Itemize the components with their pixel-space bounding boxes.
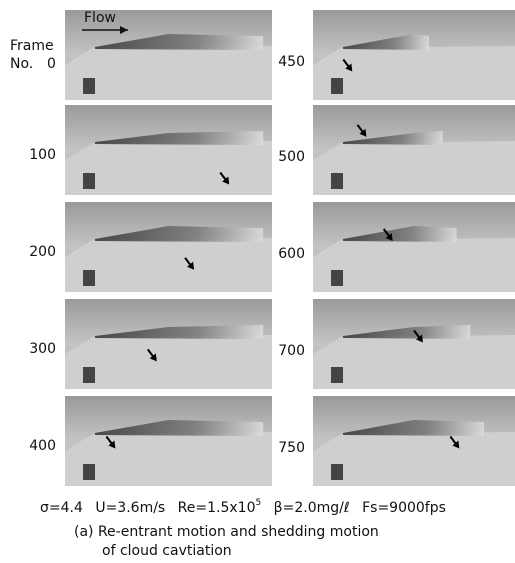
cylinder <box>331 270 343 286</box>
frame-number: 100 <box>29 147 56 163</box>
frame-number: 450 <box>278 54 305 70</box>
cylinder <box>83 270 95 286</box>
frame-number: 300 <box>29 341 56 357</box>
conditions: σ=4.4 U=3.6m/s Re=1.5x105 β=2.0mg/ℓ Fs=9… <box>40 494 446 516</box>
frame-number: 200 <box>29 244 56 260</box>
frame-heading: No. <box>10 56 33 72</box>
condition: U=3.6m/s <box>95 500 165 516</box>
condition: Fs=9000fps <box>362 500 446 516</box>
figure: Flow Frame No. σ=4.4 U=3.6m/s Re=1.5x105… <box>0 0 515 563</box>
cylinder <box>331 464 343 480</box>
frame-heading: Frame <box>10 38 54 54</box>
cylinder <box>331 173 343 189</box>
condition: σ=4.4 <box>40 500 83 516</box>
hydrofoil <box>313 238 515 292</box>
cylinder <box>83 464 95 480</box>
frame-number: 700 <box>278 343 305 359</box>
cylinder <box>83 367 95 383</box>
condition: Re=1.5x10 <box>178 500 256 516</box>
hydrofoil <box>65 141 272 195</box>
cylinder <box>331 367 343 383</box>
hydrofoil <box>313 46 515 100</box>
hydrofoil <box>313 432 515 486</box>
caption: of cloud cavtiation <box>102 543 232 559</box>
frame-number: 500 <box>278 149 305 165</box>
hydrofoil <box>65 238 272 292</box>
hydrofoil <box>313 335 515 389</box>
frame-number: 0 <box>47 56 56 72</box>
cylinder <box>83 173 95 189</box>
hydrofoil <box>65 335 272 389</box>
frame-number: 400 <box>29 438 56 454</box>
flow-label: Flow <box>84 10 116 26</box>
condition: β=2.0mg/ℓ <box>274 500 350 516</box>
caption: (a) Re-entrant motion and shedding motio… <box>74 524 379 540</box>
hydrofoil <box>65 46 272 100</box>
cylinder <box>331 78 343 94</box>
cylinder <box>83 78 95 94</box>
condition-exponent: 5 <box>255 498 261 508</box>
hydrofoil <box>313 141 515 195</box>
frame-number: 600 <box>278 246 305 262</box>
hydrofoil <box>65 432 272 486</box>
frame-number: 750 <box>278 440 305 456</box>
